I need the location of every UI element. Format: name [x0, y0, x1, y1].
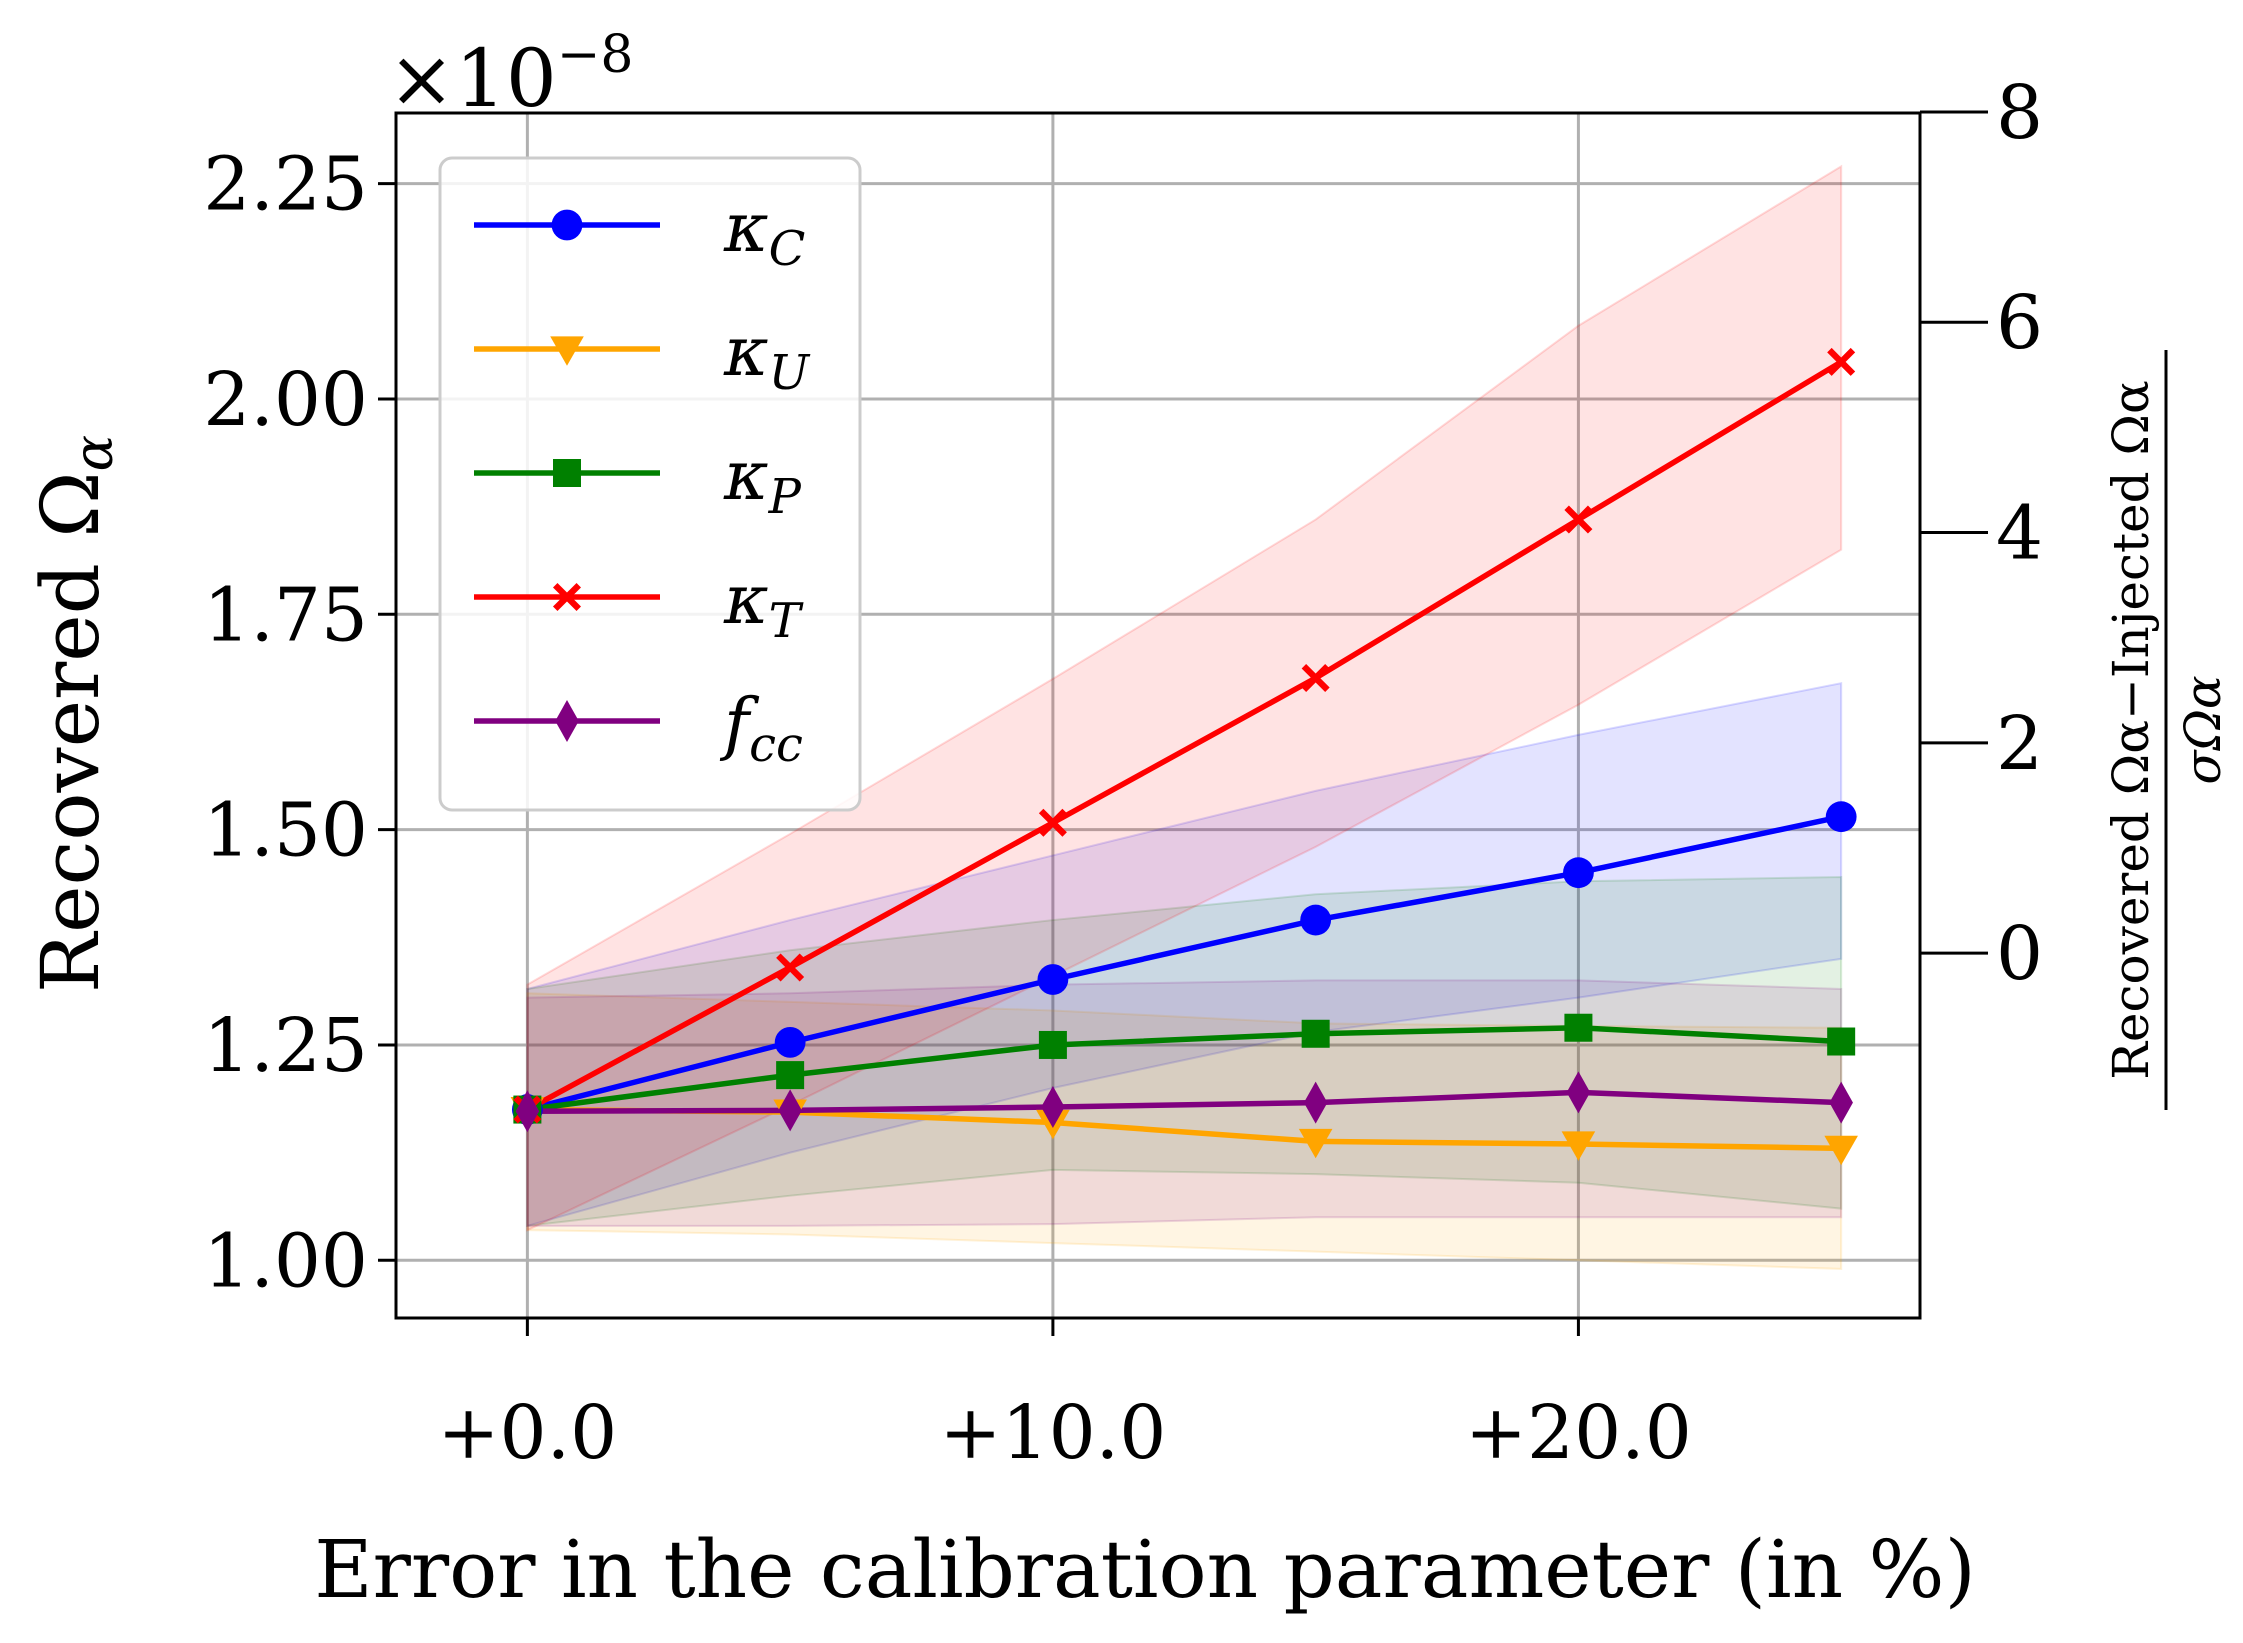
right-axis-ticks: 0 2 4 6 8 [1920, 70, 2043, 997]
marker-circle [774, 1026, 806, 1058]
legend-label-base: κ [723, 189, 769, 268]
right-axis-title-denominator: σΩα [2174, 675, 2232, 784]
marker-circle [1825, 801, 1857, 833]
marker-x [776, 953, 805, 982]
y-tick-label: 1.75 [203, 572, 368, 658]
marker-square [1827, 1027, 1856, 1056]
marker-triangle [1298, 1128, 1333, 1159]
y-tick-label: 2.00 [203, 357, 368, 443]
band-C [526, 681, 1843, 1228]
y-multiplier: ×10−8 [388, 25, 633, 125]
marker-triangle [550, 336, 584, 366]
marker-diamond [1041, 1085, 1065, 1128]
y-tick-label: 1.00 [203, 1218, 368, 1304]
marker-square [553, 459, 581, 487]
right-tick-label: 6 [1996, 280, 2043, 366]
x-tick-label: +0.0 [438, 1390, 618, 1476]
marker-circle [1037, 964, 1069, 995]
band-P [526, 875, 1843, 1227]
marker-x [1564, 505, 1593, 534]
x-axis-ticks: +0.0 +10.0 +20.0 [438, 1318, 1692, 1476]
right-axis-title-numerator: Recovered Ωα−Injected Ωα [2102, 380, 2160, 1080]
marker-diamond [1566, 1071, 1591, 1114]
marker-triangle [1824, 1135, 1858, 1166]
right-tick-label: 0 [1996, 911, 2043, 997]
marker-diamond [515, 1090, 540, 1133]
line-cc [527, 1089, 1842, 1115]
legend-label-subscript: P [768, 469, 802, 525]
legend-label-subscript: T [769, 593, 804, 649]
x-tick-label: +10.0 [940, 1390, 1167, 1476]
y-axis-title: Recovered Ωα [24, 435, 125, 993]
marker-circle [1563, 857, 1594, 889]
y-tick-label: 1.50 [203, 788, 368, 874]
series-markers [510, 347, 1858, 1166]
line-C [526, 814, 1842, 1113]
line-T [526, 359, 1843, 1112]
right-tick-label: 2 [1996, 701, 2043, 787]
series-lines [526, 359, 1843, 1152]
marker-x [553, 583, 581, 611]
marker-square [1564, 1013, 1593, 1042]
right-axis-title: Recovered Ωα−Injected Ωα σΩα [2102, 350, 2232, 1110]
legend-label: κC [723, 189, 805, 277]
marker-circle [1300, 904, 1332, 936]
y-tick-label: 1.25 [203, 1003, 368, 1089]
marker-square [776, 1061, 805, 1090]
legend-label-subscript: cc [749, 717, 803, 773]
y-tick-label: 2.25 [203, 142, 368, 228]
legend-label: κP [723, 437, 802, 525]
marker-x [1038, 808, 1067, 837]
legend-label-base: κ [723, 561, 769, 640]
marker-diamond [1303, 1081, 1328, 1124]
legend-label-base: κ [723, 313, 769, 392]
marker-x [1301, 664, 1330, 693]
marker-square [1038, 1030, 1067, 1059]
marker-diamond [555, 700, 579, 742]
legend-label-subscript: U [769, 345, 811, 401]
plot-frame [394, 111, 1922, 1320]
marker-x [1827, 347, 1856, 376]
right-tick-label: 4 [1996, 491, 2043, 577]
legend-label-base: κ [723, 437, 769, 516]
marker-diamond [1829, 1081, 1853, 1124]
line-P [527, 1024, 1842, 1113]
marker-circle [551, 209, 583, 241]
legend-box [438, 156, 862, 812]
legend-label: κT [723, 561, 804, 649]
legend-label: κU [723, 313, 811, 401]
x-axis-title: Error in the calibration parameter (in %… [314, 1523, 1976, 1616]
marker-diamond [778, 1089, 802, 1132]
y-axis-ticks: 1.00 1.25 1.50 1.75 2.00 2.25 [203, 142, 396, 1304]
legend-label-subscript: C [769, 221, 806, 277]
marker-triangle [1561, 1131, 1596, 1161]
x-tick-label: +20.0 [1465, 1390, 1692, 1476]
right-tick-label: 8 [1996, 70, 2043, 156]
marker-square [1301, 1019, 1330, 1048]
